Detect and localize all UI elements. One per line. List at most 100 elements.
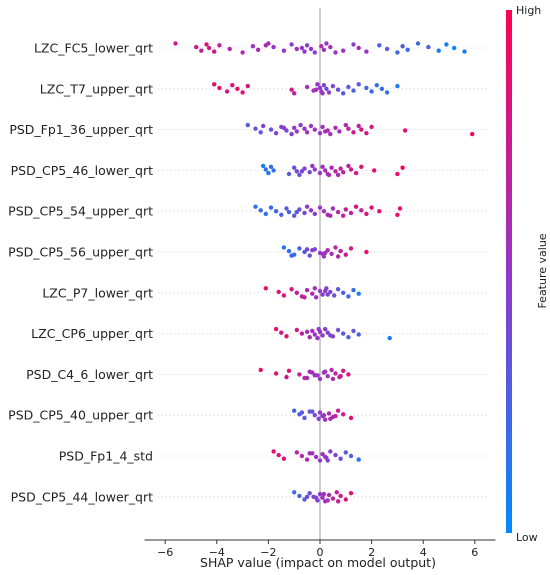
feature-label: PSD_CP5_44_lower_qrt: [11, 489, 153, 504]
shap-point: [333, 50, 338, 55]
shap-point: [271, 44, 276, 50]
shap-point: [240, 90, 245, 95]
shap-point: [346, 163, 351, 169]
shap-point: [328, 131, 333, 137]
shap-point: [304, 329, 310, 334]
shap-point: [462, 49, 467, 54]
shap-point: [312, 167, 317, 172]
x-tick-label: 2: [368, 546, 375, 559]
shap-point: [173, 41, 178, 46]
shap-point: [341, 331, 346, 336]
x-tick-label: 0: [317, 546, 324, 559]
shap-point: [261, 163, 266, 169]
shap-point: [304, 457, 310, 462]
shap-point: [299, 45, 305, 51]
shap-point: [320, 251, 325, 256]
shap-point: [405, 47, 410, 52]
shap-point: [294, 209, 299, 215]
shap-point: [330, 496, 336, 501]
feature-rows: LZC_FC5_lower_qrt LZC_T7_upper_qrt PSD_Fp1…: [8, 41, 490, 504]
shap-point: [284, 206, 289, 211]
shap-point: [346, 335, 351, 340]
shap-point: [348, 246, 354, 251]
shap-point: [384, 46, 390, 52]
shap-point: [335, 209, 341, 215]
shap-point: [204, 42, 209, 47]
shap-point: [289, 131, 294, 137]
shap-point: [286, 171, 292, 177]
shap-point: [335, 254, 341, 259]
shap-point: [328, 416, 333, 421]
shap-point: [253, 204, 258, 209]
shap-point: [343, 252, 348, 257]
shap-point: [253, 126, 258, 131]
shap-point: [320, 164, 325, 169]
shap-point: [338, 248, 343, 254]
shap-point: [364, 249, 369, 255]
shap-point: [356, 457, 361, 462]
shap-point: [333, 371, 338, 376]
shap-point: [335, 87, 341, 92]
shap-point: [317, 205, 323, 210]
shap-point: [302, 415, 307, 421]
shap-point: [321, 491, 327, 497]
shap-point: [338, 166, 343, 171]
shap-point: [286, 209, 292, 215]
shap-point: [304, 247, 310, 252]
shap-point: [415, 41, 421, 46]
shap-point: [299, 169, 305, 174]
shap-point: [325, 458, 330, 463]
shap-point: [194, 44, 199, 50]
x-tick-label: −6: [157, 546, 173, 559]
shap-point: [308, 123, 314, 129]
shap-point: [317, 131, 323, 136]
shap-point: [271, 168, 276, 173]
shap-point: [326, 492, 332, 498]
shap-point: [284, 334, 289, 339]
shap-point: [341, 48, 346, 53]
shap-point: [320, 91, 325, 96]
shap-point: [302, 49, 307, 54]
shap-point: [341, 91, 346, 96]
shap-point: [302, 126, 307, 131]
shap-point: [315, 335, 320, 341]
shap-point: [263, 167, 268, 172]
shap-point: [324, 86, 329, 92]
shap-point: [328, 213, 333, 218]
shap-point: [335, 287, 341, 292]
shap-point: [304, 494, 310, 499]
shap-point: [286, 248, 292, 254]
shap-point: [364, 131, 369, 136]
shap-point: [364, 211, 369, 217]
shap-point: [298, 122, 303, 128]
colorbar-low-label: Low: [516, 531, 538, 544]
shap-point: [307, 491, 312, 496]
shap-point: [289, 287, 294, 292]
shap-point: [299, 331, 305, 336]
shap-point: [359, 127, 364, 132]
shap-point: [273, 209, 279, 214]
shap-point: [212, 49, 217, 54]
shap-point: [312, 286, 317, 291]
shap-point: [325, 292, 330, 297]
shap-point: [341, 213, 346, 218]
shap-point: [258, 367, 263, 373]
shap-point: [292, 408, 297, 413]
x-tick-label: −2: [260, 546, 276, 559]
shap-point: [302, 295, 307, 300]
shap-point: [328, 333, 333, 338]
shap-point: [307, 170, 312, 175]
shap-point: [308, 208, 314, 213]
shap-point: [387, 335, 392, 341]
shap-point: [320, 333, 325, 338]
shap-point: [292, 213, 297, 218]
shap-point: [348, 415, 354, 421]
feature-label: PSD_CP5_40_upper_qrt: [8, 408, 153, 423]
shap-point: [395, 50, 400, 55]
shap-point: [359, 164, 364, 169]
shap-point: [310, 248, 315, 253]
shap-point: [402, 128, 408, 133]
x-tick-label: 6: [471, 546, 478, 559]
shap-point: [307, 451, 312, 456]
shap-point: [351, 42, 356, 47]
